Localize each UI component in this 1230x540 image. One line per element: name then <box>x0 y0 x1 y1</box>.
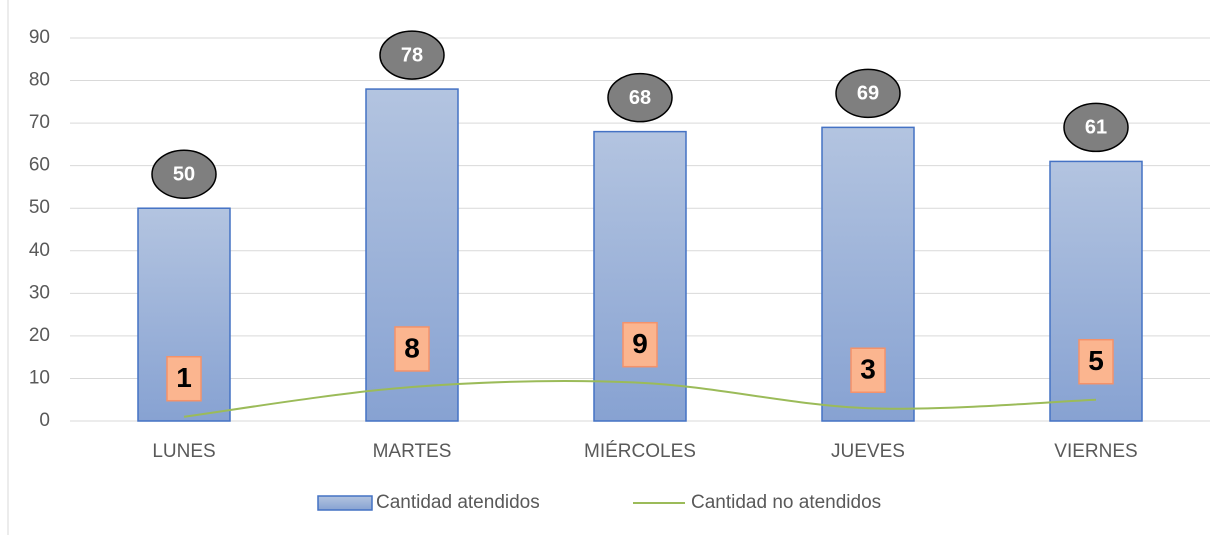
data-label-box <box>394 326 430 372</box>
y-tick-label: 80 <box>29 70 50 91</box>
data-label-box <box>850 347 886 393</box>
data-label: 69 <box>857 83 879 105</box>
x-tick-label: MIÉRCOLES <box>584 441 696 462</box>
y-tick-label: 30 <box>29 282 50 303</box>
x-tick-label: VIERNES <box>1054 441 1137 462</box>
y-tick-label: 10 <box>29 367 50 388</box>
data-label-box <box>166 355 202 402</box>
data-label-bubble <box>379 30 445 80</box>
data-label-bubble <box>151 149 217 199</box>
y-tick-label: 60 <box>29 155 50 176</box>
data-label-bubble <box>835 68 901 119</box>
y-tick-label: 20 <box>29 325 50 346</box>
legend-swatch <box>317 495 373 511</box>
data-label-box <box>1078 338 1114 385</box>
bar <box>593 130 687 422</box>
y-tick-label: 70 <box>29 112 50 133</box>
data-label: 5 <box>1088 345 1104 376</box>
legend-label: Cantidad no atendidos <box>691 492 881 513</box>
data-label: 8 <box>404 332 420 363</box>
data-label: 9 <box>632 328 648 359</box>
data-label: 61 <box>1085 117 1107 139</box>
data-label-bubble <box>607 72 673 123</box>
data-label: 68 <box>629 87 651 109</box>
data-label: 50 <box>173 164 195 186</box>
x-tick-label: MARTES <box>373 441 452 462</box>
data-label: 1 <box>176 362 192 393</box>
data-label: 78 <box>401 44 423 66</box>
x-tick-label: JUEVES <box>831 441 905 462</box>
y-tick-label: 0 <box>39 410 50 431</box>
data-label-box <box>622 321 658 368</box>
y-tick-label: 90 <box>29 27 50 48</box>
y-tick-label: 40 <box>29 240 50 261</box>
x-tick-label: LUNES <box>152 441 215 462</box>
line <box>183 379 1097 418</box>
y-tick-label: 50 <box>29 197 50 218</box>
data-label: 3 <box>860 354 876 385</box>
data-label-bubble <box>1063 102 1129 153</box>
legend-label: Cantidad atendidos <box>376 492 540 513</box>
